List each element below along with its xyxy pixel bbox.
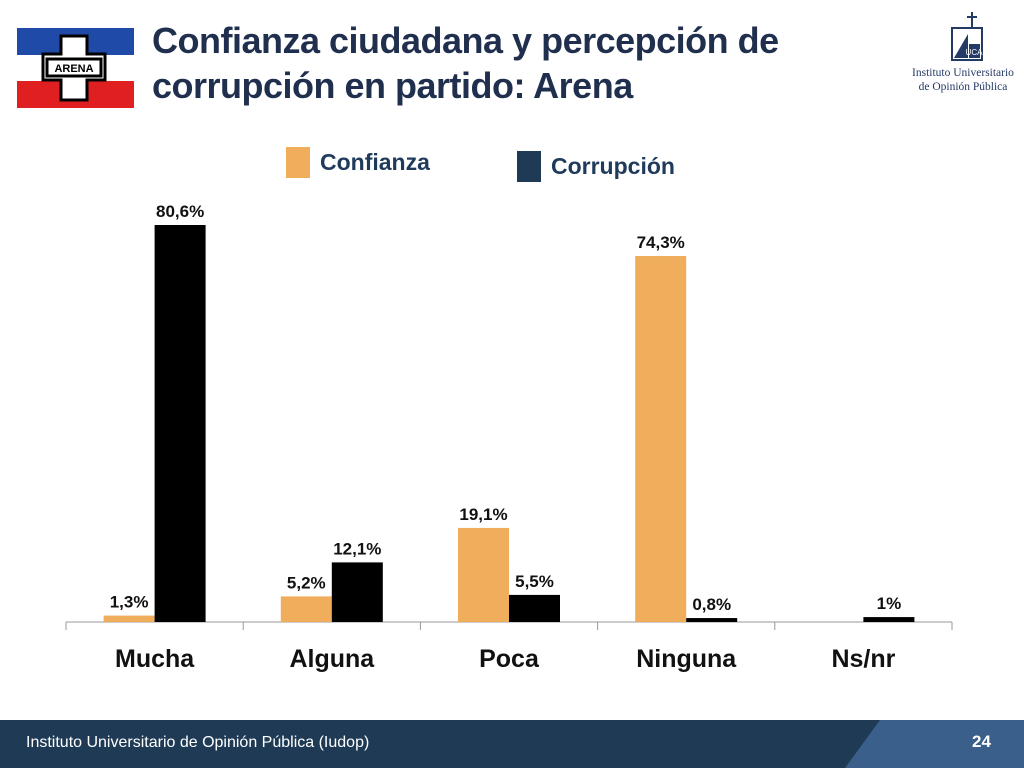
bar-corrupción-alguna: [331, 562, 383, 622]
x-tick-label: Poca: [479, 645, 540, 673]
data-label: 0,8%: [692, 595, 731, 614]
institution-name: Instituto Universitario de Opinión Públi…: [912, 67, 1014, 93]
x-tick-label: Ninguna: [636, 645, 737, 673]
svg-text:UCA: UCA: [966, 48, 984, 57]
page-title: Confianza ciudadana y percepción de corr…: [152, 18, 852, 108]
institution-emblem: UCA: [951, 12, 984, 61]
legend-label-confianza: Confianza: [320, 149, 430, 175]
data-label: 80,6%: [156, 202, 204, 221]
bar-confianza-alguna: [280, 596, 332, 622]
data-label: 74,3%: [637, 233, 685, 252]
arena-logo: ARENA: [17, 28, 134, 108]
legend-item-corrupcion: Corrupción: [517, 151, 675, 182]
data-label: 1%: [877, 594, 902, 613]
bar-corrupción-ninguna: [686, 618, 738, 622]
bar-corrupción-mucha: [154, 225, 206, 622]
logo-text: ARENA: [54, 63, 93, 75]
bar-confianza-poca: [458, 527, 509, 622]
x-tick-label: Mucha: [115, 645, 195, 673]
bar-confianza-mucha: [103, 615, 155, 622]
legend-swatch-confianza: [286, 147, 310, 178]
footer-accent: [845, 720, 1024, 768]
title-line-2: corrupción en partido: Arena: [152, 65, 633, 106]
page-number: 24: [972, 732, 991, 751]
bar-confianza-ninguna: [635, 256, 687, 622]
data-label: 12,1%: [333, 539, 381, 558]
data-label: 1,3%: [110, 593, 149, 612]
bar-chart: 1,3% 80,6% Mucha 5,2% 12,1% Alguna 19,1% 5,5% Po…: [65, 202, 953, 673]
bar-corrupción-nsnr: [863, 617, 915, 622]
legend-label-corrupcion: Corrupción: [551, 153, 675, 179]
footer-text: Instituto Universitario de Opinión Públi…: [26, 734, 370, 751]
footer-bar: [0, 720, 1024, 768]
x-tick-label: Alguna: [289, 645, 375, 673]
title-line-1: Confianza ciudadana y percepción de: [152, 20, 779, 61]
data-label: 19,1%: [459, 505, 507, 524]
legend-swatch-corrupcion: [517, 151, 541, 182]
bar-corrupción-poca: [509, 594, 560, 622]
data-label: 5,5%: [515, 572, 554, 591]
data-label: 5,2%: [287, 573, 326, 592]
legend-item-confianza: Confianza: [286, 147, 430, 178]
x-tick-label: Ns/nr: [831, 645, 895, 673]
